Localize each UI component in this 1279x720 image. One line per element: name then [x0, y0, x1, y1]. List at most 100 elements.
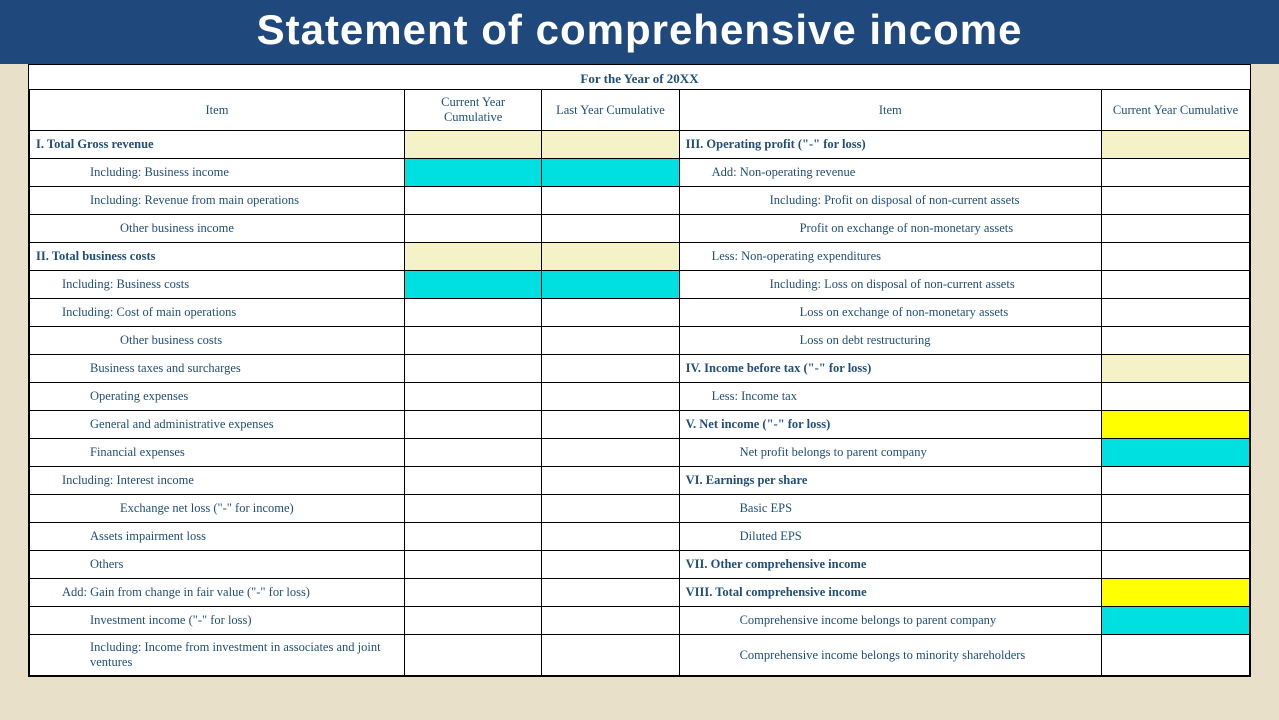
lyc-cell-left [542, 635, 679, 676]
cyc-cell-left [404, 383, 541, 411]
item-cell-left: Including: Business costs [30, 271, 405, 299]
cyc-cell-left [404, 411, 541, 439]
cyc-cell-right [1102, 383, 1250, 411]
item-cell-left: Including: Income from investment in ass… [30, 635, 405, 676]
item-cell-left: Business taxes and surcharges [30, 355, 405, 383]
cyc-cell-right [1102, 579, 1250, 607]
cyc-cell-left [404, 495, 541, 523]
item-cell-right: Less: Income tax [679, 383, 1102, 411]
table-row: Business taxes and surcharges IV. Income … [30, 355, 1250, 383]
table-row: OthersVII. Other comprehensive income [30, 551, 1250, 579]
item-cell-right: Comprehensive income belongs to parent c… [679, 607, 1102, 635]
cyc-cell-left [404, 523, 541, 551]
item-cell-left: Including: Interest income [30, 467, 405, 495]
table-row: General and administrative expensesV. Ne… [30, 411, 1250, 439]
item-cell-left: Assets impairment loss [30, 523, 405, 551]
table-row: Investment income ("-" for loss) Comprehe… [30, 607, 1250, 635]
item-cell-right: Including: Profit on disposal of non-cur… [679, 187, 1102, 215]
table-row: Assets impairment loss Diluted EPS [30, 523, 1250, 551]
item-cell-left: Including: Cost of main operations [30, 299, 405, 327]
lyc-cell-left [542, 439, 679, 467]
cyc-cell-right [1102, 327, 1250, 355]
cyc-cell-right [1102, 635, 1250, 676]
table-row: Including: Interest income VI. Earnings p… [30, 467, 1250, 495]
lyc-cell-left [542, 355, 679, 383]
cyc-cell-right [1102, 299, 1250, 327]
item-cell-right: Net profit belongs to parent company [679, 439, 1102, 467]
table-row: Financial expenses Net profit belongs to … [30, 439, 1250, 467]
table-row: Operating expensesLess: Income tax [30, 383, 1250, 411]
item-cell-left: Financial expenses [30, 439, 405, 467]
lyc-cell-left [542, 411, 679, 439]
cyc-cell-left [404, 467, 541, 495]
lyc-cell-left [542, 607, 679, 635]
table-row: Add: Gain from change in fair value ("-"… [30, 579, 1250, 607]
item-cell-left: Investment income ("-" for loss) [30, 607, 405, 635]
cyc-cell-left [404, 271, 541, 299]
item-cell-left: Including: Revenue from main operations [30, 187, 405, 215]
lyc-cell-left [542, 299, 679, 327]
income-statement-sheet: For the Year of 20XX Item Current Year C… [28, 64, 1251, 677]
cyc-cell-right [1102, 131, 1250, 159]
cyc-cell-right [1102, 215, 1250, 243]
item-cell-left: Including: Business income [30, 159, 405, 187]
cyc-cell-left [404, 355, 541, 383]
table-row: II. Total business costsLess: Non-operat… [30, 243, 1250, 271]
item-cell-right: Less: Non-operating expenditures [679, 243, 1102, 271]
lyc-cell-left [542, 551, 679, 579]
table-header-row: Item Current Year Cumulative Last Year C… [30, 90, 1250, 131]
item-cell-right: Diluted EPS [679, 523, 1102, 551]
item-cell-right: Add: Non-operating revenue [679, 159, 1102, 187]
cyc-cell-right [1102, 159, 1250, 187]
item-cell-left: Add: Gain from change in fair value ("-"… [30, 579, 405, 607]
item-cell-left: General and administrative expenses [30, 411, 405, 439]
cyc-cell-right [1102, 439, 1250, 467]
cyc-cell-right [1102, 551, 1250, 579]
item-cell-right: Profit on exchange of non-monetary asset… [679, 215, 1102, 243]
header-lyc-left: Last Year Cumulative [542, 90, 679, 131]
cyc-cell-left [404, 635, 541, 676]
cyc-cell-right [1102, 523, 1250, 551]
item-cell-left: Exchange net loss ("-" for income) [30, 495, 405, 523]
item-cell-right: Loss on exchange of non-monetary assets [679, 299, 1102, 327]
lyc-cell-left [542, 467, 679, 495]
table-row: Exchange net loss ("-" for income) Basic … [30, 495, 1250, 523]
item-cell-right: Loss on debt restructuring [679, 327, 1102, 355]
cyc-cell-right [1102, 495, 1250, 523]
cyc-cell-left [404, 551, 541, 579]
item-cell-right: Comprehensive income belongs to minority… [679, 635, 1102, 676]
table-row: Including: Income from investment in ass… [30, 635, 1250, 676]
item-cell-left: I. Total Gross revenue [30, 131, 405, 159]
lyc-cell-left [542, 131, 679, 159]
cyc-cell-left [404, 299, 541, 327]
item-cell-right: Basic EPS [679, 495, 1102, 523]
lyc-cell-left [542, 271, 679, 299]
item-cell-left: Others [30, 551, 405, 579]
cyc-cell-left [404, 215, 541, 243]
cyc-cell-left [404, 439, 541, 467]
cyc-cell-right [1102, 187, 1250, 215]
cyc-cell-right [1102, 607, 1250, 635]
period-subtitle: For the Year of 20XX [29, 65, 1250, 89]
cyc-cell-left [404, 187, 541, 215]
page-title: Statement of comprehensive income [0, 0, 1279, 64]
lyc-cell-left [542, 187, 679, 215]
cyc-cell-right [1102, 411, 1250, 439]
cyc-cell-left [404, 243, 541, 271]
item-cell-right: VI. Earnings per share [679, 467, 1102, 495]
item-cell-right: VIII. Total comprehensive income [679, 579, 1102, 607]
lyc-cell-left [542, 523, 679, 551]
lyc-cell-left [542, 215, 679, 243]
cyc-cell-right [1102, 467, 1250, 495]
item-cell-right: IV. Income before tax ("-" for loss) [679, 355, 1102, 383]
table-row: Other business income Profit on exchange … [30, 215, 1250, 243]
item-cell-left: Other business income [30, 215, 405, 243]
item-cell-right: Including: Loss on disposal of non-curre… [679, 271, 1102, 299]
income-statement-table: Item Current Year Cumulative Last Year C… [29, 89, 1250, 676]
table-row: I. Total Gross revenueIII. Operating pro… [30, 131, 1250, 159]
cyc-cell-left [404, 327, 541, 355]
lyc-cell-left [542, 579, 679, 607]
table-row: Including: Business costs Including: Loss… [30, 271, 1250, 299]
table-row: Including: Business income Add: Non-opera… [30, 159, 1250, 187]
cyc-cell-left [404, 579, 541, 607]
